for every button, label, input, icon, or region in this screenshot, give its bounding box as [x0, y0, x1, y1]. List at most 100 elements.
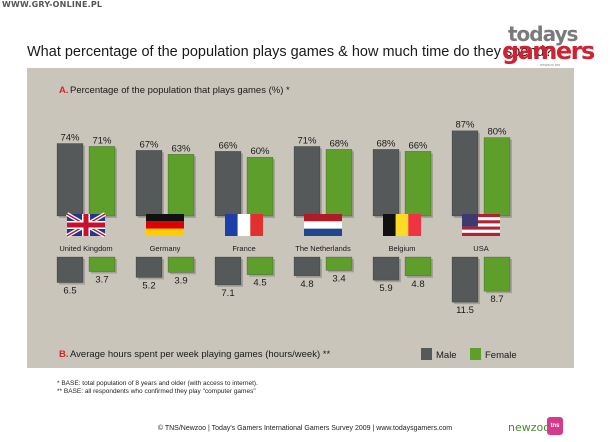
- section-b-letter: B.: [59, 349, 69, 360]
- usa-flag-icon: [462, 214, 500, 236]
- label-hours-female-2: 4.5: [253, 278, 266, 289]
- label-hours-male-0: 6.5: [63, 286, 76, 297]
- label-pct-male-3: 71%: [297, 135, 317, 146]
- label-hours-male-2: 7.1: [221, 288, 234, 299]
- bar-pct-male-3: [293, 146, 321, 217]
- us-flag-stripe-0: [462, 214, 500, 218]
- netherlands-flag-icon: [304, 214, 342, 236]
- label-pct-male-4: 68%: [376, 138, 396, 149]
- bar-pct-female-1: [167, 154, 195, 217]
- watermark: WWW.GRY-ONLINE.PL: [2, 0, 103, 9]
- bar-pct-female-2: [246, 156, 274, 217]
- bar-pct-male-0: [56, 143, 84, 217]
- bar-hours-male-4: [372, 256, 400, 281]
- country-label-3: The Netherlands: [295, 244, 351, 253]
- tns-logo: tns: [547, 417, 563, 435]
- label-hours-male-5: 11.5: [456, 305, 474, 316]
- legend-male-swatch: [421, 348, 432, 360]
- label-pct-female-0: 71%: [92, 135, 112, 146]
- label-hours-female-4: 4.8: [411, 279, 424, 290]
- label-pct-female-3: 68%: [329, 138, 349, 149]
- chart-panel: A. Percentage of the population that play…: [27, 68, 574, 368]
- fr-flag-white: [237, 214, 251, 236]
- bar-pct-male-2: [214, 151, 242, 217]
- nl-flag-white: [304, 221, 342, 229]
- section-a-letter: A.: [59, 85, 69, 96]
- label-hours-male-4: 5.9: [379, 283, 392, 294]
- us-flag-stripe-2: [462, 220, 500, 224]
- legend-male-label: Male: [436, 350, 457, 361]
- france-flag-icon: [225, 214, 263, 236]
- country-label-0: United Kingdom: [59, 244, 112, 253]
- bar-pct-female-4: [404, 151, 432, 217]
- bar-hours-female-2: [246, 256, 274, 275]
- label-hours-female-5: 8.7: [490, 294, 503, 305]
- nl-flag-red: [304, 214, 342, 222]
- country-label-4: Belgium: [388, 244, 415, 253]
- logo-small: newzoo tns: [540, 62, 561, 67]
- bar-hours-female-1: [167, 256, 195, 273]
- fr-flag-blue: [225, 214, 238, 236]
- nl-flag-blue: [304, 228, 342, 236]
- logo-gamers: gamers: [502, 37, 595, 65]
- us-flag-stripe-3: [462, 223, 500, 227]
- label-hours-male-3: 4.8: [300, 279, 313, 290]
- us-flag-stripe-1: [462, 217, 500, 221]
- bar-pct-female-0: [88, 146, 116, 217]
- bar-hours-female-3: [325, 256, 353, 271]
- be-flag-red: [408, 214, 421, 236]
- label-pct-female-2: 60%: [250, 146, 270, 157]
- logo-todays: todays: [508, 22, 578, 46]
- footnotes: * BASE: total population of 8 years and …: [57, 380, 258, 396]
- label-pct-female-5: 80%: [487, 127, 507, 138]
- germany-flag-icon: [146, 214, 184, 236]
- bar-hours-female-5: [483, 256, 511, 292]
- bar-hours-male-3: [293, 256, 321, 277]
- chart-svg: A. Percentage of the population that play…: [56, 85, 517, 361]
- label-hours-male-1: 5.2: [142, 280, 155, 291]
- label-pct-male-2: 66%: [218, 140, 238, 151]
- country-label-2: France: [232, 244, 255, 253]
- uk-flag-horz-red: [67, 222, 105, 228]
- bar-hours-female-4: [404, 256, 432, 277]
- bar-pct-female-5: [483, 137, 511, 217]
- bar-hours-female-0: [88, 256, 116, 272]
- belgium-flag-icon: [383, 214, 421, 236]
- us-flag-canton: [462, 214, 478, 227]
- footnote-1: * BASE: total population of 8 years and …: [57, 380, 258, 387]
- label-pct-male-5: 87%: [455, 120, 475, 131]
- label-pct-male-0: 74%: [60, 132, 80, 143]
- bar-hours-male-1: [135, 256, 163, 278]
- label-hours-female-0: 3.7: [95, 275, 108, 286]
- bar-pct-female-3: [325, 149, 353, 217]
- label-pct-female-4: 66%: [408, 140, 428, 151]
- label-pct-male-1: 67%: [139, 139, 159, 150]
- fr-flag-red: [250, 214, 263, 236]
- bar-hours-male-0: [56, 256, 84, 283]
- uk-flag-icon: [65, 212, 107, 238]
- be-flag-black: [383, 214, 396, 236]
- country-label-1: Germany: [150, 244, 181, 253]
- todaysgamers-logo: todays gamers newzoo tns: [502, 22, 595, 68]
- bar-hours-male-2: [214, 256, 242, 286]
- label-hours-female-3: 3.4: [332, 273, 345, 284]
- label-pct-female-1: 63%: [171, 143, 191, 154]
- section-a-title: Percentage of the population that plays …: [70, 85, 290, 96]
- country-label-5: USA: [473, 244, 488, 253]
- legend-female-label: Female: [485, 350, 517, 361]
- page-title: What percentage of the population plays …: [27, 44, 553, 60]
- footer-credit: © TNS/Newzoo | Today's Gamers Internatio…: [157, 425, 453, 432]
- us-flag-stripe-6: [462, 232, 500, 236]
- bar-pct-male-1: [135, 150, 163, 217]
- us-flag-stripe-4: [462, 226, 500, 230]
- newzoo-logo: newzoo: [508, 421, 550, 434]
- de-flag-gold: [146, 228, 184, 236]
- legend-female-swatch: [470, 348, 481, 360]
- de-flag-red: [146, 221, 184, 229]
- us-flag-stripe-5: [462, 229, 500, 233]
- label-hours-female-1: 3.9: [174, 275, 187, 286]
- footnote-2: ** BASE: all respondents who confirmed t…: [57, 388, 256, 395]
- be-flag-yellow: [395, 214, 409, 236]
- bar-hours-male-5: [451, 256, 479, 303]
- de-flag-black: [146, 214, 184, 222]
